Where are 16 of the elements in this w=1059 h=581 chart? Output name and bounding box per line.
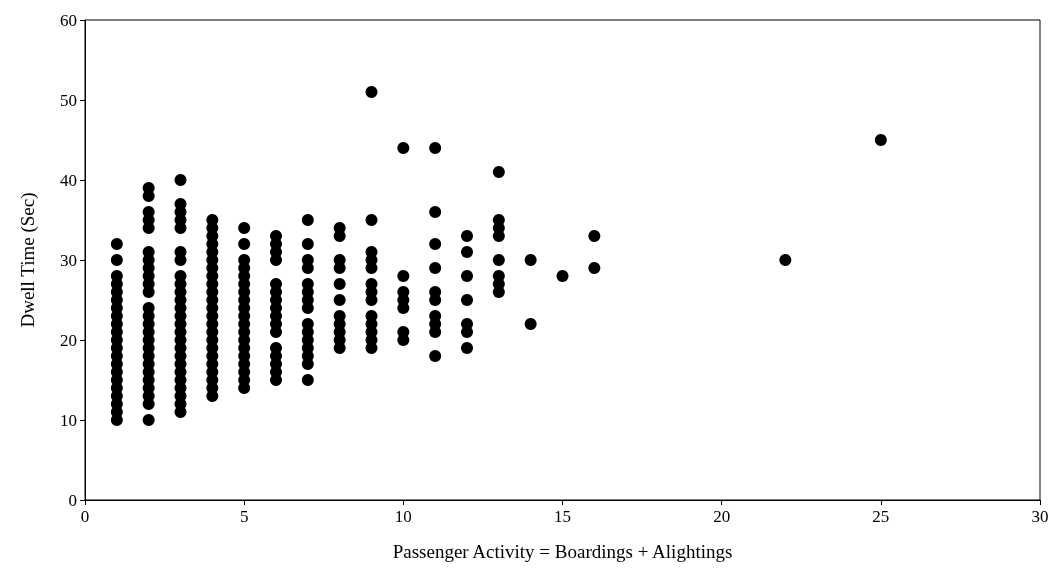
x-tick-label: 20 [713, 507, 731, 526]
y-axis-title: Dwell Time (Sec) [17, 192, 39, 328]
y-tick-label: 0 [68, 490, 77, 510]
y-tick-label: 30 [60, 250, 77, 270]
x-tick-label: 5 [239, 507, 249, 526]
x-tick-label: 15 [554, 507, 571, 526]
x-tick-label: 0 [80, 507, 90, 526]
x-axis-title: Passenger Activity = Boardings + Alightings [392, 541, 733, 562]
x-tick-label: 10 [394, 507, 412, 526]
x-tick-label: 25 [872, 507, 890, 526]
y-tick-label: 20 [60, 330, 77, 350]
y-tick-label: 40 [60, 170, 77, 190]
y-tick-label: 60 [60, 10, 77, 30]
y-tick-label: 10 [60, 410, 77, 430]
y-tick-label: 50 [60, 90, 77, 110]
x-tick-label: 30 [1031, 507, 1049, 526]
